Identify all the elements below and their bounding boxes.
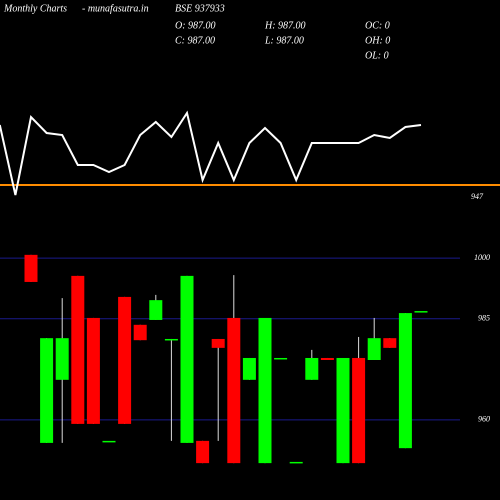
candle-body	[149, 300, 163, 320]
candle-body	[211, 338, 225, 348]
candle-body	[320, 357, 334, 360]
candle-body	[336, 357, 350, 464]
candle-body	[242, 357, 256, 380]
candle-body	[367, 338, 381, 360]
candle-body	[55, 338, 69, 380]
candle-body	[164, 338, 178, 341]
candle-body	[180, 275, 194, 443]
info: O: 987.00	[175, 20, 216, 31]
y-tick-label: 985	[478, 314, 490, 323]
symbol: BSE 937933	[175, 3, 225, 14]
candle-body	[305, 357, 319, 380]
candle-body	[289, 461, 303, 464]
candle-body	[133, 324, 147, 341]
indicator-line	[0, 110, 422, 196]
info: L: 987.00	[264, 35, 304, 46]
candle-body	[274, 357, 288, 360]
y-tick-label: 960	[478, 415, 490, 424]
candle-body	[227, 317, 241, 464]
y-tick-label: 1000	[474, 253, 490, 262]
candle-body	[40, 338, 54, 443]
candle-body	[71, 275, 85, 424]
candle-body	[414, 311, 428, 313]
candle-body	[86, 317, 100, 424]
candle-body	[398, 313, 412, 449]
level-label: 947	[471, 192, 484, 201]
info: OC: 0	[365, 20, 390, 31]
candle-body	[102, 440, 116, 443]
candle-body	[383, 338, 397, 348]
candle-body	[118, 296, 132, 424]
info: H: 987.00	[264, 20, 306, 31]
chart-title: Monthly Charts	[3, 3, 67, 14]
source: - munafasutra.in	[82, 3, 149, 14]
candle-body	[258, 317, 272, 464]
candle-body	[24, 254, 38, 282]
candle-body	[196, 440, 210, 464]
info: C: 987.00	[175, 35, 215, 46]
info: OL: 0	[365, 50, 389, 61]
candle-body	[352, 357, 366, 464]
info: OH: 0	[365, 35, 390, 46]
